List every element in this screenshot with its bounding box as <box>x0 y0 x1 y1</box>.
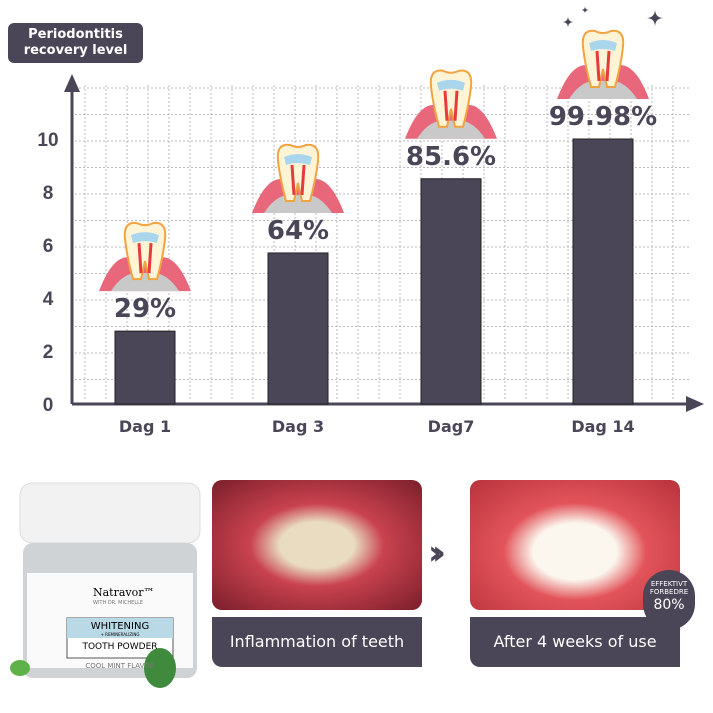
product-subbrand: WITH DR. MICHELLE <box>93 600 144 606</box>
data-label: 99.98% <box>549 102 657 132</box>
tooth-icon <box>252 143 344 213</box>
before-photo <box>212 480 422 610</box>
sparkle-icon <box>562 16 574 28</box>
bar <box>420 178 482 405</box>
y-tick-label: 8 <box>43 183 54 204</box>
bone-shape <box>417 120 485 139</box>
data-label: 64% <box>267 216 329 246</box>
badge-line1: EFFEKTIVT <box>650 580 688 588</box>
x-axis-arrow-icon <box>686 396 704 412</box>
data-label: 29% <box>114 294 176 324</box>
product-line1: WHITENING <box>90 621 150 632</box>
product-jar: Natravor™ WITH DR. MICHELLE WHITENING + … <box>5 478 205 690</box>
sparkle-icon <box>646 9 664 27</box>
enamel-shape <box>437 79 465 91</box>
nerve-shape <box>137 243 153 274</box>
badge-value: 80% <box>653 597 685 613</box>
chevron-right-icon: ›› <box>428 533 446 573</box>
before-caption: Inflammation of teeth <box>212 617 422 667</box>
tooth-icon <box>557 29 649 99</box>
y-tick-label: 2 <box>43 342 54 363</box>
nerve-shape <box>595 50 611 82</box>
product-flavor: COOL MINT FLAVOR <box>85 662 155 670</box>
bar <box>267 252 329 405</box>
tooth-icon <box>99 221 191 292</box>
y-tick-label: 4 <box>43 289 54 310</box>
effect-badge: EFFEKTIVT FORBEDRE 80% <box>643 570 695 630</box>
bone-shape <box>569 80 637 99</box>
after-caption: After 4 weeks of use <box>470 617 680 667</box>
y-axis-label: Periodontitis recovery level <box>8 23 143 63</box>
product-line1-sub: + REMINERALIZING <box>100 632 140 637</box>
product-line2: TOOTH POWDER <box>82 642 158 652</box>
enamel-shape <box>589 40 617 51</box>
tooth-icon <box>405 69 497 139</box>
bone-shape <box>264 194 332 213</box>
bar-chart: 0 2 4 6 8 10 29% Dag 1 64% Dag 3 85.6% Dag7 99.98% Da… <box>37 6 704 436</box>
enamel-shape <box>131 232 159 244</box>
x-tick-label: Dag 1 <box>119 417 171 436</box>
y-axis-arrow-icon <box>64 74 80 92</box>
x-tick-label: Dag 14 <box>571 417 634 436</box>
nerve-shape <box>443 90 459 121</box>
data-label: 85.6% <box>406 142 496 172</box>
product-brand: Natravor™ <box>93 586 155 599</box>
bar <box>572 138 634 405</box>
bone-shape <box>111 272 179 292</box>
y-tick-label: 0 <box>43 395 54 416</box>
x-tick-label: Dag7 <box>428 417 475 436</box>
y-tick-label: 6 <box>43 236 54 257</box>
x-tick-label: Dag 3 <box>272 417 324 436</box>
badge-line2: FORBEDRE <box>649 588 689 596</box>
enamel-shape <box>284 153 312 165</box>
y-tick-label: 10 <box>37 130 58 151</box>
sparkle-icon <box>581 6 589 14</box>
bar <box>114 330 176 405</box>
nerve-shape <box>290 164 306 196</box>
